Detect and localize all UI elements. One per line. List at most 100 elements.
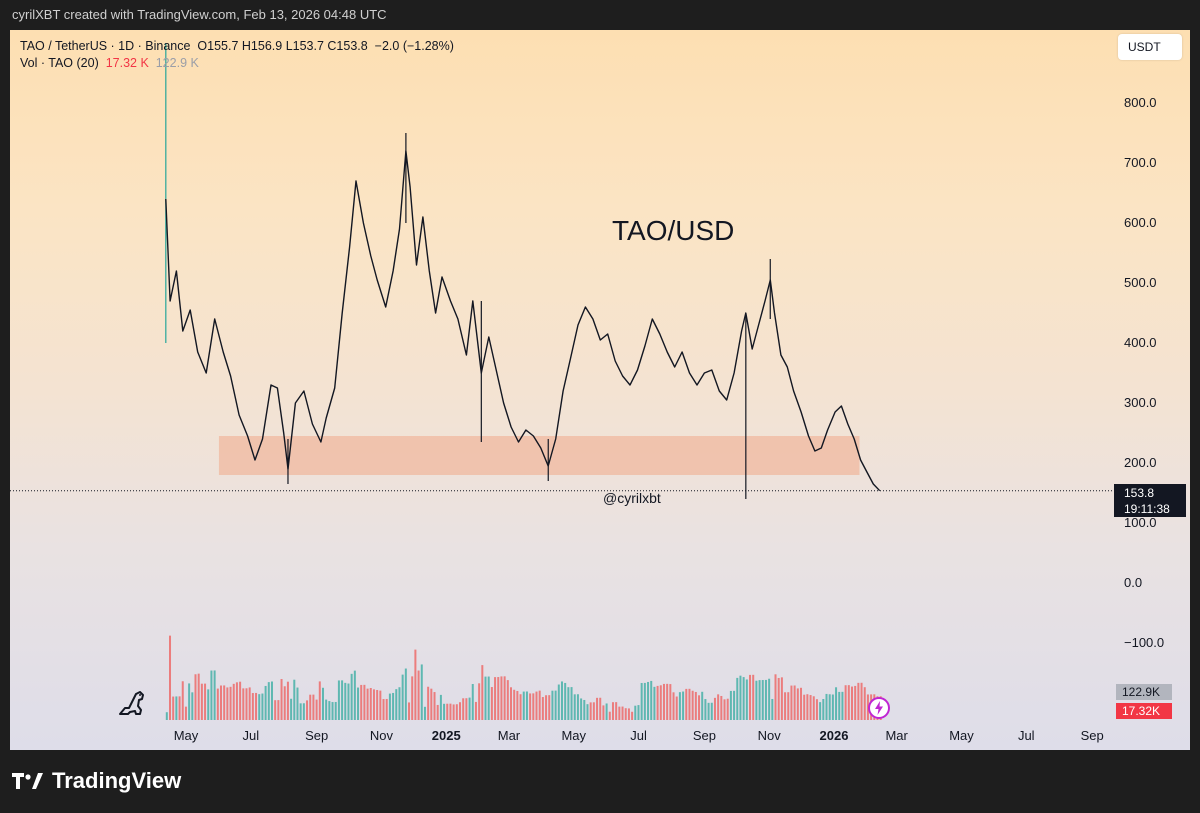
symbol-label[interactable]: TAO / TetherUS · 1D · Binance xyxy=(20,39,191,53)
volume-bar xyxy=(299,703,302,720)
bar-countdown: 19:11:38 xyxy=(1124,502,1170,516)
price-chart[interactable]: 800.0 700.0 600.0 500.0 400.0 300.0 200.0 100.0… xyxy=(10,30,1190,750)
volume-bar xyxy=(535,691,538,720)
volume-bar xyxy=(341,680,344,720)
volume-bar xyxy=(580,698,583,720)
volume-bar xyxy=(216,688,219,720)
volume-bar xyxy=(627,708,630,720)
volume-bar xyxy=(733,690,736,720)
currency-button[interactable]: USDT xyxy=(1118,34,1182,60)
volume-bar xyxy=(372,689,375,720)
volume-bar xyxy=(366,688,369,720)
volume-bar xyxy=(790,685,793,720)
volume-bar xyxy=(344,682,347,720)
volume-bar xyxy=(701,691,704,720)
price-axis-label: 700.0 xyxy=(1124,155,1157,170)
volume-bar xyxy=(270,681,273,720)
time-axis-label: May xyxy=(174,728,199,743)
volume-bar xyxy=(420,664,423,720)
time-axis-label: Jul xyxy=(242,728,259,743)
volume-bar xyxy=(293,679,296,720)
volume-bar xyxy=(717,694,720,720)
volume-bar xyxy=(784,692,787,720)
price-axis-label: 0.0 xyxy=(1124,575,1142,590)
volume-bar xyxy=(758,680,761,720)
volume-bar xyxy=(315,699,318,720)
volume-bar xyxy=(286,681,289,720)
volume-bar xyxy=(264,685,267,720)
volume-bar xyxy=(713,697,716,720)
volume-bar xyxy=(452,704,455,720)
volume-current: 17.32 K xyxy=(105,56,149,70)
volume-bar xyxy=(382,699,385,720)
volume-bar xyxy=(860,682,863,720)
price-series-line xyxy=(165,150,881,492)
volume-bar xyxy=(800,687,803,720)
volume-bar xyxy=(519,694,522,720)
dinosaur-icon[interactable] xyxy=(116,688,148,720)
volume-bar xyxy=(350,673,353,720)
change-value: −2.0 (−1.28%) xyxy=(374,39,454,53)
volume-bar xyxy=(662,683,665,720)
volume-bar xyxy=(334,701,337,720)
volume-bar xyxy=(675,696,678,720)
volume-bar xyxy=(522,691,525,720)
volume-bar xyxy=(777,677,780,720)
volume-bar xyxy=(497,677,500,720)
volume-bar xyxy=(672,692,675,720)
volume-bar xyxy=(321,687,324,720)
volume-bar xyxy=(258,694,261,720)
volume-bar xyxy=(500,676,503,720)
volume-bar xyxy=(191,692,194,720)
volume-bar xyxy=(854,685,857,720)
volume-bar xyxy=(828,694,831,720)
volume-bar xyxy=(331,702,334,720)
open-value: O155.7 xyxy=(197,39,239,53)
volume-bar xyxy=(576,694,579,720)
volume-bar xyxy=(261,693,264,720)
time-axis-label: 2025 xyxy=(432,728,461,743)
volume-bar xyxy=(666,683,669,720)
volume-bar xyxy=(427,686,430,720)
volume-bar xyxy=(739,675,742,720)
volume-bar xyxy=(465,698,468,720)
volume-bar xyxy=(277,700,280,720)
volume-bar xyxy=(822,699,825,720)
volume-bar xyxy=(513,689,516,720)
volume-bar xyxy=(369,688,372,720)
volume-bar xyxy=(283,686,286,720)
volume-bar xyxy=(430,688,433,720)
lightning-icon[interactable] xyxy=(867,696,891,720)
volume-bar xyxy=(723,699,726,720)
volume-bar xyxy=(280,679,283,720)
chart-caption: cyrilXBT created with TradingView.com, F… xyxy=(12,7,387,22)
volume-label[interactable]: Vol · TAO (20) xyxy=(20,56,99,70)
volume-bar xyxy=(455,704,458,720)
volume-bar xyxy=(232,683,235,720)
time-axis-label: 2026 xyxy=(820,728,849,743)
volume-bar xyxy=(503,676,506,720)
volume-bar xyxy=(363,684,366,720)
volume-bar xyxy=(204,683,207,720)
volume-bar xyxy=(560,681,563,720)
chart-panel[interactable]: 800.0 700.0 600.0 500.0 400.0 300.0 200.0 100.0… xyxy=(10,30,1190,750)
volume-bar xyxy=(436,704,439,720)
volume-bar xyxy=(433,692,436,720)
chart-watermark-title: TAO/USD xyxy=(612,215,735,246)
volume-bar xyxy=(787,692,790,720)
volume-bar xyxy=(796,688,799,720)
time-axis-label: Mar xyxy=(498,728,521,743)
volume-ma-tag: 122.9K xyxy=(1116,684,1172,700)
tradingview-footer[interactable]: TradingView xyxy=(12,766,181,796)
volume-bar xyxy=(720,695,723,720)
volume-bar xyxy=(506,680,509,720)
time-axis-label: Mar xyxy=(885,728,908,743)
volume-bar xyxy=(669,684,672,720)
volume-bar xyxy=(401,674,404,720)
volume-bar xyxy=(178,696,181,720)
volume-bar xyxy=(459,702,462,720)
volume-bar xyxy=(532,693,535,720)
volume-bar xyxy=(694,691,697,720)
volume-bar xyxy=(624,708,627,720)
volume-bar xyxy=(360,684,363,720)
